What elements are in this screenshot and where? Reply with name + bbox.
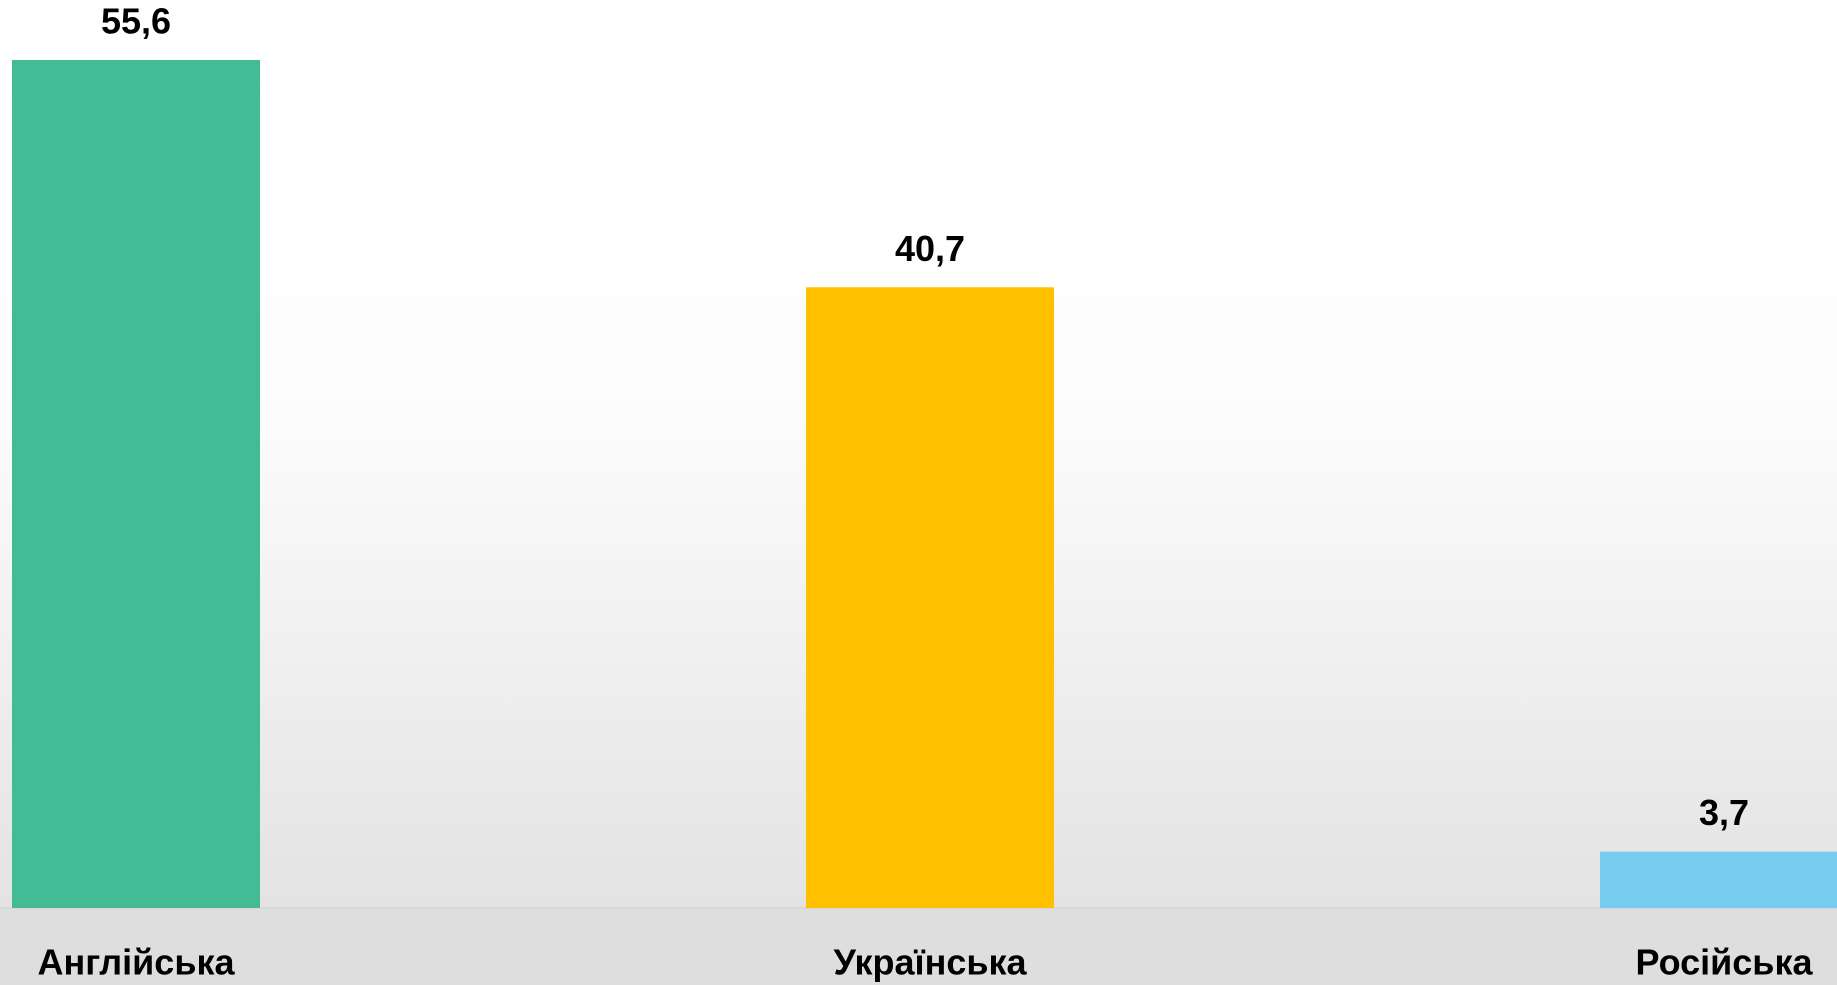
value-label: 3,7 — [1699, 792, 1749, 833]
x-tick-label: Російська — [1636, 942, 1814, 983]
x-tick-label: Англійська — [37, 942, 235, 983]
bar — [12, 60, 260, 908]
bar — [1600, 851, 1837, 908]
value-label: 40,7 — [895, 228, 965, 269]
value-label: 55,6 — [101, 1, 171, 42]
x-tick-label: Українська — [833, 942, 1027, 983]
bar — [806, 287, 1054, 908]
category-band — [0, 908, 1837, 985]
